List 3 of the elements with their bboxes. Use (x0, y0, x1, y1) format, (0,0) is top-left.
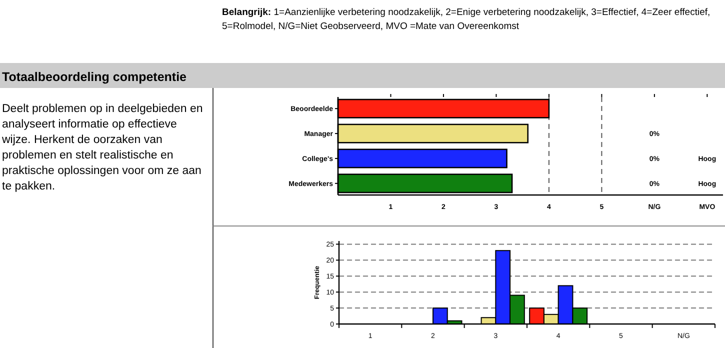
text: Deelt problemen op in deelgebieden en analyseert informatie op effectieve wijze. Herkent de oorzaken van problemen en stelt realistische en praktische oplossingen voor om ze aan te pakken. (1, 103, 203, 192)
text: Totaalbeoordeling competentie (2, 70, 187, 84)
text: Belangrijk: 1=Aanzienlijke verbetering noodzakelijk, 2=Enige verbetering noodzakelijk, 3=Effectief, 4=Zeer effectief, 5=Rolmodel, N/G=Niet Geobserveerd, MVO =Mate van Overeenkomst (222, 7, 710, 32)
